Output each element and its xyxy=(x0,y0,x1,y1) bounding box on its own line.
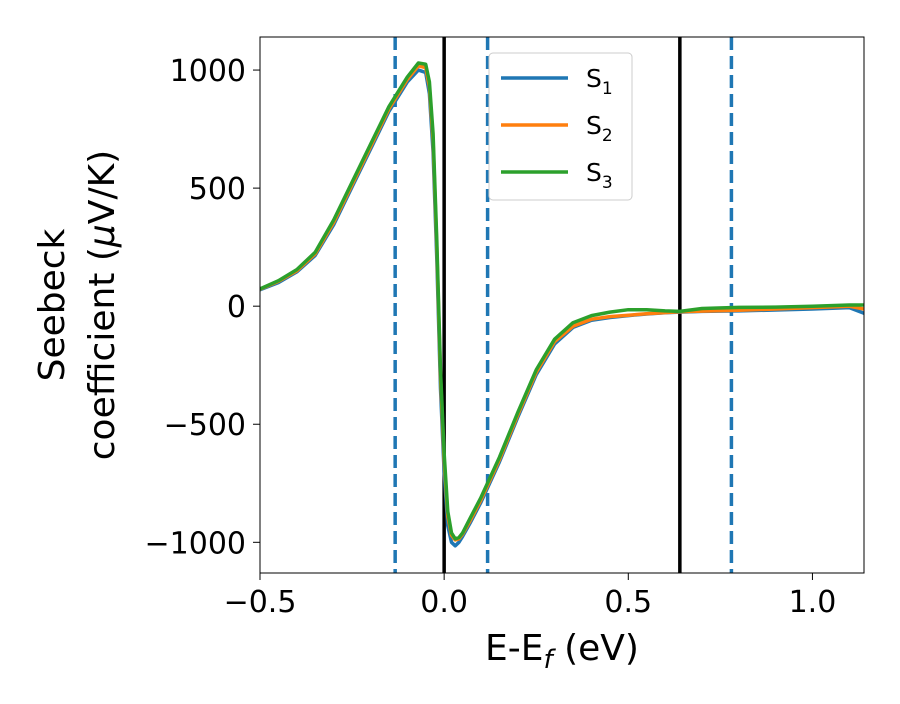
y-tick-label: −500 xyxy=(164,408,246,443)
y-axis-label-line2: coefficient (μV/K) xyxy=(82,150,123,460)
y-tick-label: 1000 xyxy=(170,54,246,89)
y-axis-label-line1: Seebeck xyxy=(32,228,73,381)
x-tick-label: −0.5 xyxy=(224,585,297,620)
x-tick-label: 0.0 xyxy=(420,585,468,620)
legend: S1 S2 S3 xyxy=(488,52,633,201)
series-lines xyxy=(260,61,864,548)
y-tick-label: 500 xyxy=(189,172,246,207)
x-tick-label: 1.0 xyxy=(789,585,837,620)
x-axis-ticks: −0.5 0.0 0.5 1.0 xyxy=(224,573,837,620)
series-line-3 xyxy=(260,61,864,541)
y-axis-label: Seebeck coefficient (μV/K) xyxy=(32,150,123,460)
x-tick-label: 0.5 xyxy=(604,585,652,620)
legend-label-3: S3 xyxy=(586,158,613,193)
legend-label-2: S2 xyxy=(586,111,613,146)
legend-label-1: S1 xyxy=(586,64,613,99)
plot-frame xyxy=(259,36,865,574)
y-axis-ticks: −1000 −500 0 500 1000 xyxy=(145,54,260,561)
y-tick-label: −1000 xyxy=(145,526,246,561)
x-axis-label: E-Ef (eV) xyxy=(485,628,639,675)
y-tick-label: 0 xyxy=(227,290,246,325)
